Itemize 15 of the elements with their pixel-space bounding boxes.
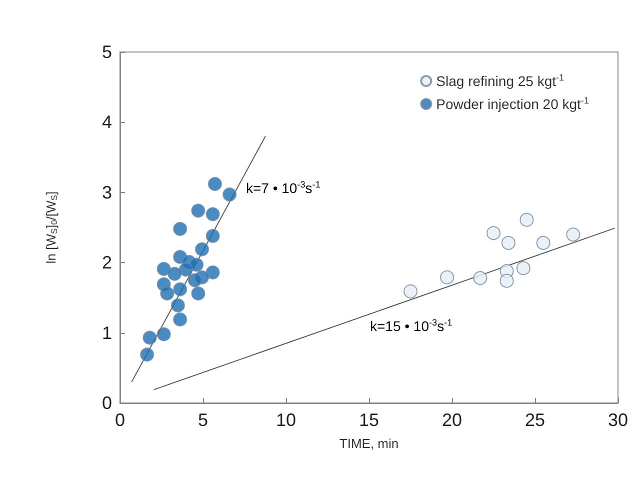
x-tick-label: 10 [276, 410, 296, 430]
y-tick-label: 0 [102, 393, 112, 413]
y-axis-title: ln [WS]0/[WS] [43, 191, 59, 264]
x-tick-label: 20 [442, 410, 462, 430]
y-tick-label: 3 [102, 182, 112, 202]
y-tick-label: 5 [102, 42, 112, 62]
x-tick-label: 15 [358, 410, 380, 430]
y-tick-label: 1 [102, 322, 112, 343]
x-tick-label: 25 [524, 410, 546, 430]
x-tick-label: 5 [198, 410, 208, 430]
y-tick-label: 2 [102, 252, 112, 273]
y-tick-label: 4 [102, 112, 112, 132]
x-tick-label: 30 [608, 410, 628, 430]
x-axis-title: TIME, min [339, 436, 399, 451]
x-tick-label: 0 [114, 410, 126, 430]
